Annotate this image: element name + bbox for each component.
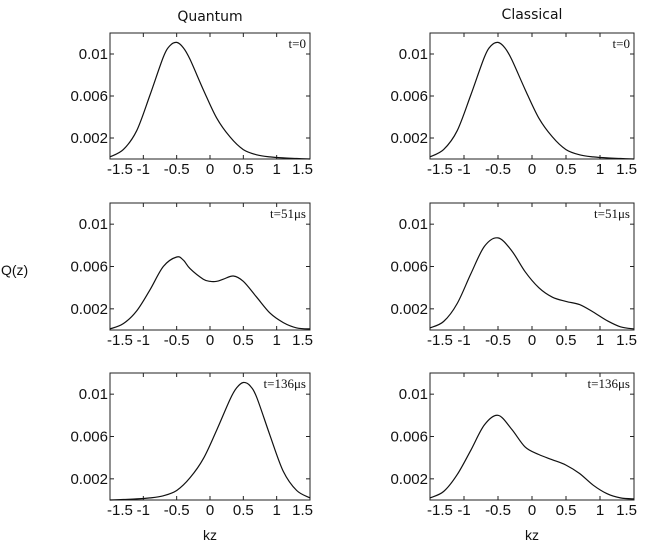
x-tick-label: 1.5 bbox=[616, 161, 637, 178]
subplot-grid: -1.5 -1 -0.5 0 0.5 1 1.50.0020.0060.01t=0-1.5-… bbox=[70, 32, 637, 519]
time-annotation: t=51μs bbox=[270, 206, 306, 221]
subplot-classical-3: -1.5 -1 -0.5 0 0.5 1 1.5 0.002 0.006 0.01 t=136μs bbox=[390, 372, 637, 519]
y-tick-label: 0.006 bbox=[70, 88, 108, 105]
x-tick-label: 1 bbox=[272, 502, 280, 519]
x-tick-label: -0.5 bbox=[164, 332, 190, 349]
subplot-quantum-2: -1.5 -1 -0.5 0 0.5 1 1.5 0.002 0.006 0.01 t=51μs bbox=[70, 202, 313, 349]
y-tick-label: 0.01 bbox=[79, 216, 108, 233]
x-tick-label: -1.5 bbox=[107, 332, 133, 349]
x-tick-label: 0 bbox=[528, 502, 536, 519]
y-tick-label: 0.006 bbox=[390, 429, 428, 446]
y-tick-label: 0.006 bbox=[390, 259, 428, 276]
x-tick-label: 0.5 bbox=[556, 161, 577, 178]
plot-frame bbox=[109, 372, 311, 501]
x-tick-label: 0.5 bbox=[556, 332, 577, 349]
y-tick-label: 0.01 bbox=[399, 386, 428, 403]
x-tick-label: -1.5 bbox=[427, 502, 453, 519]
y-tick-label: 0.002 bbox=[390, 130, 428, 147]
subplot-classical-2: -1.5 -1 -0.5 0 0.5 1 1.5 0.002 0.006 0.01 t=51μs bbox=[390, 202, 637, 349]
subplot-quantum-3: -1.5 -1 -0.5 0 0.5 1 1.5 0.002 0.006 0.01 t=136μs bbox=[70, 372, 313, 519]
x-tick-label: 0 bbox=[206, 502, 214, 519]
x-tick-label: 1 bbox=[272, 161, 280, 178]
y-tick-label: 0.01 bbox=[79, 386, 108, 403]
x-tick-label: -1 bbox=[137, 502, 150, 519]
x-tick-label: -1 bbox=[137, 332, 150, 349]
x-tick-label: 1 bbox=[596, 502, 604, 519]
y-tick-label: 0.01 bbox=[79, 46, 108, 63]
x-tick-label: 0.5 bbox=[556, 502, 577, 519]
plot-frame bbox=[109, 202, 311, 331]
x-tick-label: -0.5 bbox=[485, 502, 511, 519]
time-annotation: t=0 bbox=[289, 36, 306, 51]
x-tick-label: 1.5 bbox=[292, 502, 313, 519]
x-tick-label: 0 bbox=[528, 332, 536, 349]
series-line-Q(z) bbox=[109, 381, 311, 501]
plot-frame bbox=[429, 32, 635, 160]
series-line-Q(z) bbox=[429, 414, 635, 500]
x-tick-label: -1 bbox=[137, 161, 150, 178]
x-tick-label: 0.5 bbox=[233, 332, 254, 349]
x-tick-label: 0.5 bbox=[233, 502, 254, 519]
x-tick-label: 1.5 bbox=[616, 332, 637, 349]
x-tick-label: -1 bbox=[457, 502, 470, 519]
time-annotation: t=136μs bbox=[588, 376, 630, 391]
y-tick-label: 0.002 bbox=[70, 471, 108, 488]
column-title-quantum: Quantum bbox=[177, 9, 242, 25]
x-tick-label: 1 bbox=[596, 332, 604, 349]
x-tick-label: -0.5 bbox=[164, 502, 190, 519]
x-tick-label: -0.5 bbox=[485, 332, 511, 349]
x-tick-label: 1 bbox=[596, 161, 604, 178]
series-line-Q(z) bbox=[109, 256, 311, 330]
time-annotation: t=0 bbox=[613, 36, 630, 51]
x-tick-label: 1.5 bbox=[616, 502, 637, 519]
x-tick-label: -0.5 bbox=[164, 161, 190, 178]
x-axis-label-left: kz bbox=[203, 527, 217, 543]
x-tick-label: -1.5 bbox=[107, 161, 133, 178]
subplot-classical-1: -1.5 -1 -0.5 0 0.5 1 1.5 0.002 0.006 0.01 t=0 bbox=[390, 32, 637, 178]
y-tick-label: 0.01 bbox=[399, 46, 428, 63]
plot-frame bbox=[429, 372, 635, 501]
series-line-Q(z) bbox=[109, 41, 311, 160]
y-tick-label: 0.002 bbox=[70, 130, 108, 147]
x-tick-label: 0 bbox=[206, 332, 214, 349]
series-line-Q(z) bbox=[429, 237, 635, 330]
x-tick-label: -1.5 bbox=[427, 161, 453, 178]
series-line-Q(z) bbox=[429, 41, 635, 160]
y-tick-label: 0.002 bbox=[70, 301, 108, 318]
time-annotation: t=51μs bbox=[594, 206, 630, 221]
y-tick-label: 0.01 bbox=[399, 216, 428, 233]
column-title-classical: Classical bbox=[502, 7, 563, 23]
x-axis-label-right: kz bbox=[525, 527, 539, 543]
x-tick-label: -0.5 bbox=[485, 161, 511, 178]
x-tick-label: 0 bbox=[206, 161, 214, 178]
subplot-quantum-1: -1.5 -1 -0.5 0 0.5 1 1.5 0.002 0.006 0.01 t=0 bbox=[70, 32, 313, 178]
x-tick-label: -1.5 bbox=[427, 332, 453, 349]
y-tick-label: 0.002 bbox=[390, 471, 428, 488]
x-tick-label: 1 bbox=[272, 332, 280, 349]
x-tick-label: 1.5 bbox=[292, 161, 313, 178]
x-tick-label: -1 bbox=[457, 332, 470, 349]
y-tick-label: 0.006 bbox=[390, 88, 428, 105]
x-tick-label: -1.5 bbox=[107, 502, 133, 519]
plot-frame bbox=[109, 32, 311, 160]
y-tick-label: 0.006 bbox=[70, 429, 108, 446]
y-axis-label: Q(z) bbox=[1, 262, 28, 278]
plot-frame bbox=[429, 202, 635, 331]
x-tick-label: 1.5 bbox=[292, 332, 313, 349]
time-annotation: t=136μs bbox=[264, 376, 306, 391]
y-tick-label: 0.002 bbox=[390, 301, 428, 318]
y-tick-label: 0.006 bbox=[70, 259, 108, 276]
x-tick-label: 0.5 bbox=[233, 161, 254, 178]
x-tick-label: -1 bbox=[457, 161, 470, 178]
x-tick-label: 0 bbox=[528, 161, 536, 178]
